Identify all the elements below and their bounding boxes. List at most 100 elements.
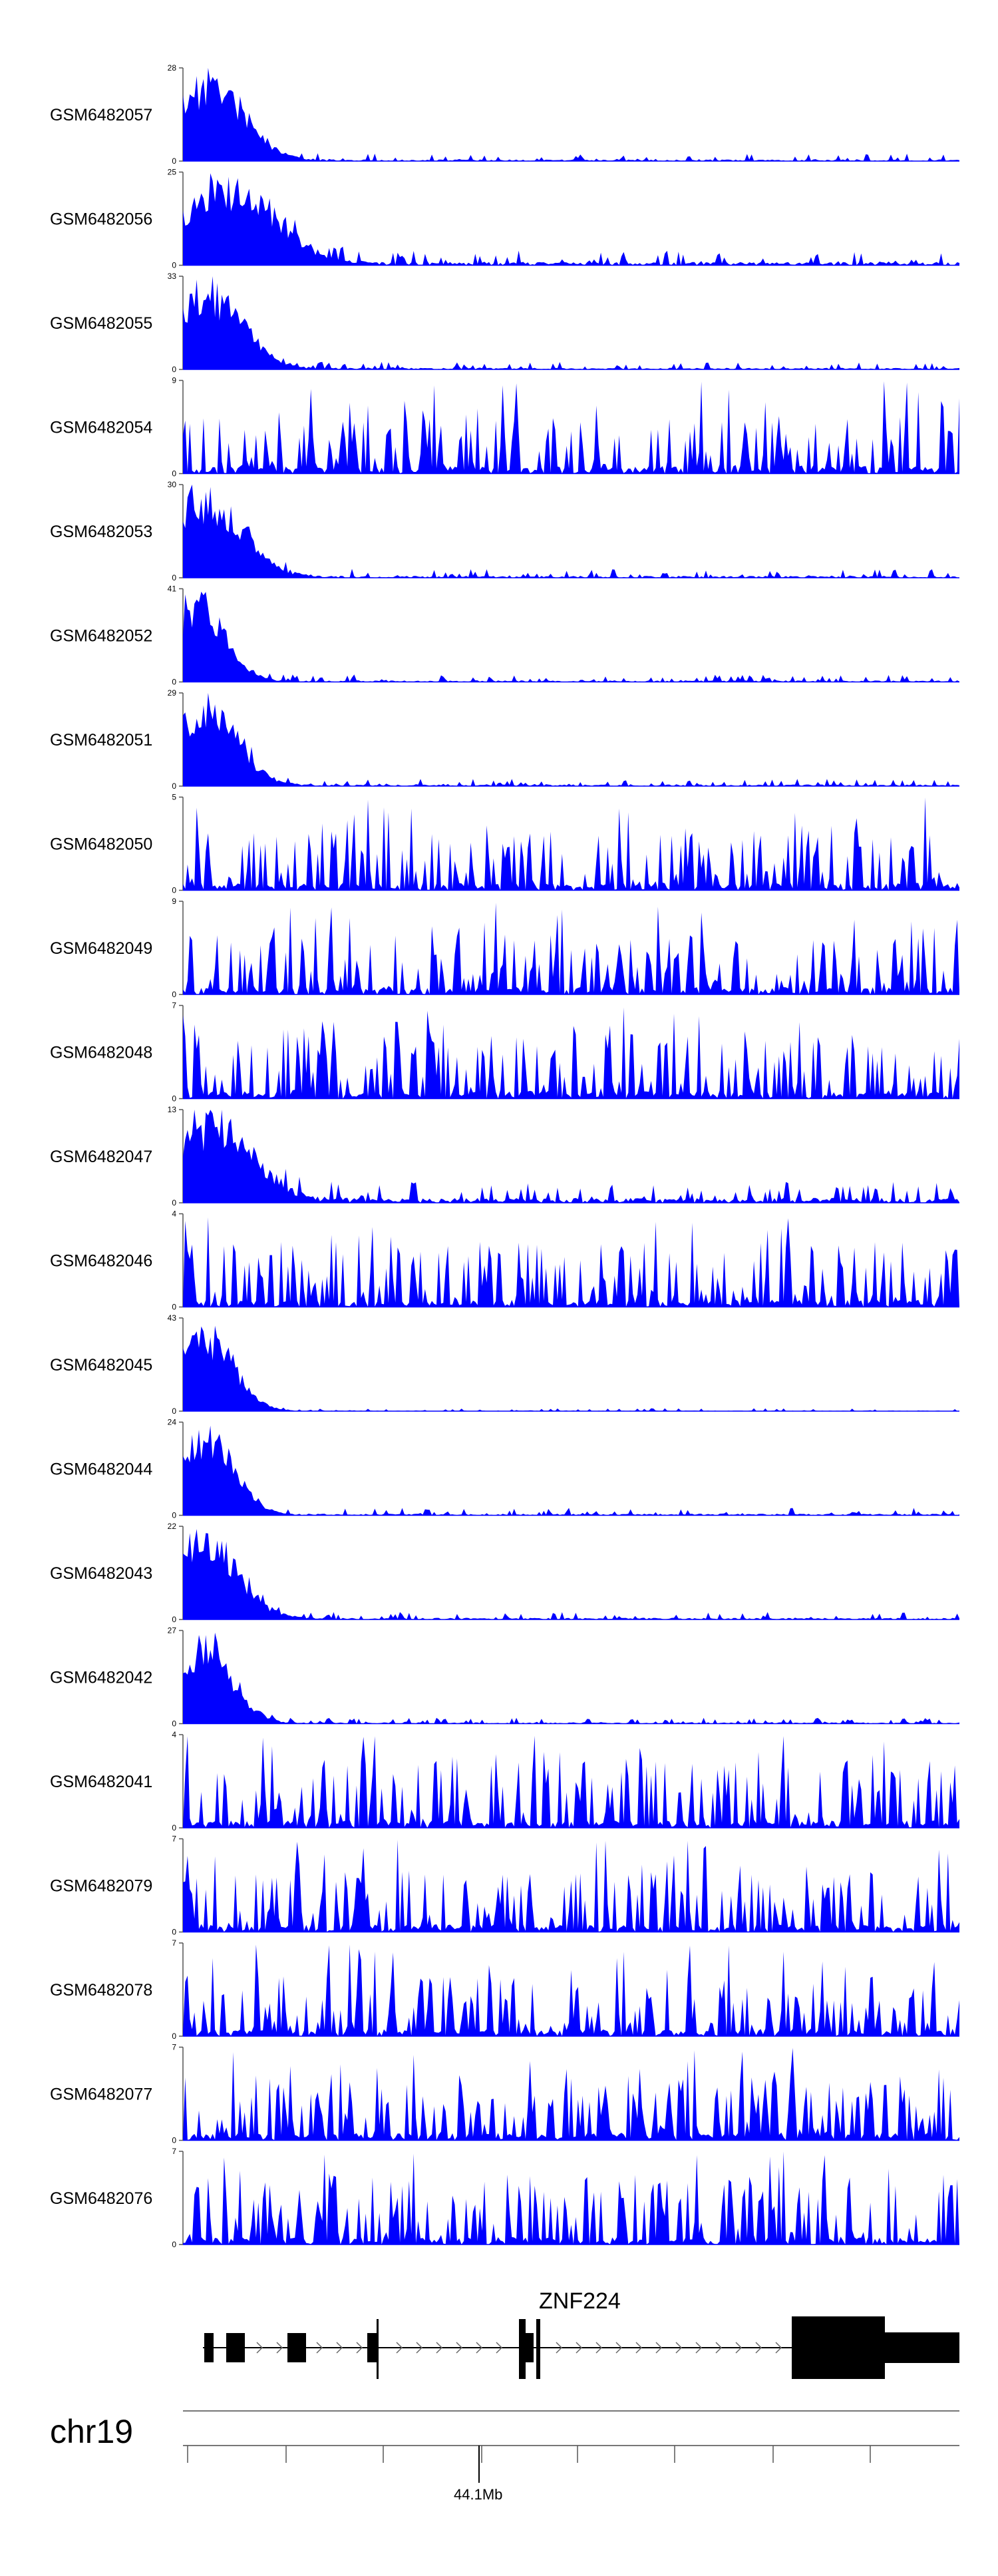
track-label: GSM6482056: [50, 210, 152, 229]
strand-arrow: [695, 2342, 703, 2354]
track-GSM6482076: GSM6482076 7 0: [50, 2147, 959, 2249]
strand-arrow: [356, 2342, 363, 2354]
track-GSM6482048: GSM6482048 7 0: [50, 1001, 959, 1104]
y-max-label: 5: [172, 793, 176, 802]
track-GSM6482043: GSM6482043 22 0: [50, 1522, 959, 1624]
coverage-area: [183, 2151, 959, 2245]
strand-arrow: [576, 2342, 583, 2354]
coverage-area: [183, 276, 959, 369]
coverage-area: [183, 1529, 959, 1619]
coverage-area: [183, 1110, 959, 1203]
y-max-label: 7: [172, 1834, 176, 1844]
track-GSM6482077: GSM6482077 7 0: [50, 2043, 959, 2145]
exon-3utr-thin: [885, 2332, 959, 2363]
track-label: GSM6482041: [50, 1773, 152, 1791]
track-label: GSM6482057: [50, 106, 152, 124]
track-label: GSM6482052: [50, 627, 152, 646]
y-zero-label: 0: [172, 2136, 176, 2145]
track-GSM6482050: GSM6482050 5 0: [50, 793, 959, 895]
y-max-label: 7: [172, 2043, 176, 2052]
exon-3: [287, 2333, 306, 2362]
y-max-label: 27: [168, 1626, 177, 1635]
coverage-area: [183, 381, 959, 474]
track-GSM6482041: GSM6482041 4 0: [50, 1730, 959, 1832]
y-max-label: 30: [168, 480, 177, 489]
coverage-area: [183, 2047, 959, 2141]
y-max-label: 29: [168, 688, 177, 698]
track-label: GSM6482076: [50, 2189, 152, 2208]
coverage-area: [183, 173, 959, 266]
y-zero-label: 0: [172, 573, 176, 582]
coverage-area: [183, 485, 959, 578]
y-max-label: 7: [172, 2147, 176, 2156]
track-GSM6482079: GSM6482079 7 0: [50, 1834, 959, 1937]
strand-arrow: [396, 2342, 403, 2354]
coverage-area: [183, 903, 959, 994]
gene-label: ZNF224: [539, 2288, 621, 2314]
strand-arrow: [755, 2342, 762, 2354]
exon-3utr-thick: [792, 2316, 885, 2379]
coverage-area: [183, 591, 959, 682]
track-GSM6482046: GSM6482046 4 0: [50, 1209, 959, 1312]
chromosome-label: chr19: [50, 2413, 133, 2450]
y-zero-label: 0: [172, 1823, 176, 1832]
ruler-ticks: [187, 2446, 871, 2463]
y-zero-label: 0: [172, 781, 176, 791]
gene-model-znf224: ZNF224: [203, 2288, 959, 2379]
track-GSM6482057: GSM6482057 28 0: [50, 63, 959, 166]
strand-arrow: [655, 2342, 663, 2354]
strand-arrow: [316, 2342, 323, 2354]
track-label: GSM6482044: [50, 1460, 152, 1479]
y-max-label: 41: [168, 584, 177, 594]
y-max-label: 4: [172, 1730, 176, 1739]
coverage-area: [183, 68, 959, 161]
y-max-label: 22: [168, 1522, 177, 1531]
coverage-tracks: GSM6482057280GSM6482056250GSM6482055330G…: [50, 63, 959, 2249]
y-max-label: 25: [168, 168, 177, 177]
y-zero-label: 0: [172, 156, 176, 166]
y-zero-label: 0: [172, 1198, 176, 1207]
coverage-area: [183, 1735, 959, 1828]
track-label: GSM6482053: [50, 523, 152, 541]
y-zero-label: 0: [172, 678, 176, 687]
y-max-label: 13: [168, 1105, 177, 1114]
y-max-label: 33: [168, 272, 177, 281]
y-zero-label: 0: [172, 2240, 176, 2249]
track-GSM6482045: GSM6482045 43 0: [50, 1313, 959, 1416]
strand-arrow: [476, 2342, 483, 2354]
track-GSM6482049: GSM6482049 9 0: [50, 897, 959, 999]
y-max-label: 7: [172, 1001, 176, 1010]
strand-arrow: [635, 2342, 643, 2354]
y-zero-label: 0: [172, 1719, 176, 1729]
y-max-label: 7: [172, 1938, 176, 1948]
track-label: GSM6482047: [50, 1148, 152, 1166]
track-GSM6482055: GSM6482055 33 0: [50, 272, 959, 374]
track-GSM6482078: GSM6482078 7 0: [50, 1938, 959, 2041]
strand-arrow: [556, 2342, 563, 2354]
track-GSM6482042: GSM6482042 27 0: [50, 1626, 959, 1729]
track-label: GSM6482079: [50, 1877, 152, 1896]
coverage-area: [183, 797, 959, 891]
coverage-area: [183, 1007, 959, 1099]
y-zero-label: 0: [172, 886, 176, 895]
y-zero-label: 0: [172, 469, 176, 479]
track-label: GSM6482046: [50, 1252, 152, 1271]
y-zero-label: 0: [172, 1406, 176, 1416]
track-label: GSM6482045: [50, 1356, 152, 1375]
exon-5: [519, 2319, 526, 2379]
strand-arrow: [336, 2342, 343, 2354]
strand-arrow: [456, 2342, 463, 2354]
track-label: GSM6482078: [50, 1981, 152, 2000]
y-max-label: 9: [172, 897, 176, 906]
coverage-area: [183, 1217, 959, 1307]
strand-arrow: [735, 2342, 743, 2354]
y-max-label: 28: [168, 63, 177, 73]
track-GSM6482047: GSM6482047 13 0: [50, 1105, 959, 1207]
strand-arrow: [715, 2342, 723, 2354]
coverage-area: [183, 1325, 959, 1411]
coordinate-label: 44.1Mb: [454, 2486, 502, 2503]
track-GSM6482056: GSM6482056 25 0: [50, 168, 959, 270]
track-label: GSM6482055: [50, 314, 152, 333]
track-GSM6482054: GSM6482054 9 0: [50, 376, 959, 479]
y-zero-label: 0: [172, 1094, 176, 1104]
